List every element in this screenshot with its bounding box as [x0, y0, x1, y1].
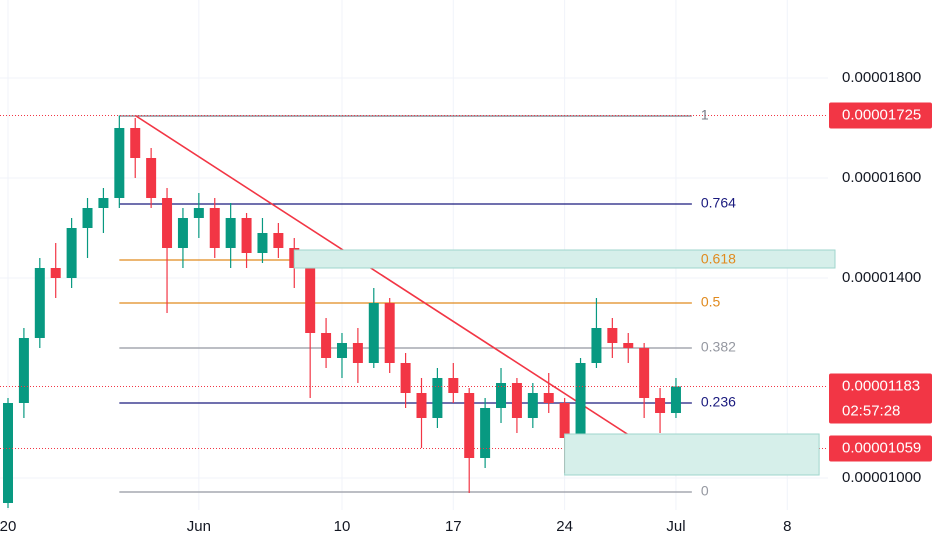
candle-body [400, 363, 411, 393]
candle-body [623, 343, 634, 348]
candle-body [496, 383, 507, 408]
candle-body [511, 383, 522, 418]
y-tick-label: 0.00001600 [842, 169, 921, 186]
candle-body [241, 218, 252, 253]
x-tick-label: Jul [666, 518, 685, 535]
fib-label: 1 [701, 107, 709, 123]
price-label: 0.00001059 [842, 439, 921, 456]
candle-body [146, 158, 157, 198]
candle-body [225, 218, 236, 248]
trendline [134, 114, 645, 446]
price-label: 0.00001725 [842, 106, 921, 123]
candle-body [321, 333, 332, 358]
candle-body [114, 128, 125, 198]
candle-body [18, 338, 29, 403]
fib-label: 0.236 [701, 394, 736, 410]
candle-body [3, 403, 13, 503]
candle-body [670, 386, 681, 413]
zone [564, 433, 820, 476]
candle-body [527, 393, 538, 418]
candle-body [50, 268, 61, 278]
candle-body [543, 393, 554, 403]
price-label: 0.00001183 [842, 377, 920, 394]
x-tick-label: 20 [0, 518, 16, 535]
candle-body [130, 128, 141, 158]
candle-body [384, 303, 395, 363]
candle-body [98, 198, 109, 208]
x-tick-label: 10 [334, 518, 351, 535]
y-tick-label: 0.00001000 [842, 469, 921, 486]
x-tick-label: 17 [445, 518, 462, 535]
countdown: 02:57:28 [842, 402, 900, 419]
candle-body [607, 328, 618, 343]
price-label-box [829, 373, 932, 424]
candle-body [193, 208, 204, 218]
candle-body [162, 198, 173, 248]
candle-body [416, 393, 427, 418]
candle-body [177, 218, 188, 248]
candle-body [655, 398, 666, 413]
candle-body [639, 348, 650, 398]
candle-body [432, 378, 443, 418]
candle-body [480, 408, 491, 458]
candle-body [82, 208, 93, 228]
candle-body [305, 268, 316, 333]
x-tick-label: 24 [556, 518, 573, 535]
candle-body [352, 343, 363, 363]
y-tick-label: 0.00001800 [842, 69, 921, 86]
x-tick-label: 8 [783, 518, 791, 535]
candle-body [336, 343, 347, 358]
fib-label: 0.382 [701, 339, 736, 355]
fib-label: 0.764 [701, 195, 736, 211]
candle-body [273, 233, 284, 248]
candle-body [591, 328, 602, 363]
fib-label: 0 [701, 483, 709, 499]
candle-body [257, 233, 268, 253]
zone [293, 249, 836, 269]
candle-body [66, 228, 77, 278]
y-tick-label: 0.00001400 [842, 269, 921, 286]
candle-body [559, 403, 570, 438]
candle-body [464, 393, 475, 458]
fib-label: 0.5 [701, 294, 721, 310]
fib-label: 0.618 [701, 251, 736, 267]
candle-body [34, 268, 45, 338]
candle-body [209, 208, 220, 248]
x-tick-label: Jun [187, 518, 211, 535]
candle-body [575, 363, 586, 438]
price-label-box [829, 102, 932, 129]
price-label-box [829, 435, 932, 462]
candle-body [368, 303, 379, 363]
candle-body [448, 378, 459, 393]
